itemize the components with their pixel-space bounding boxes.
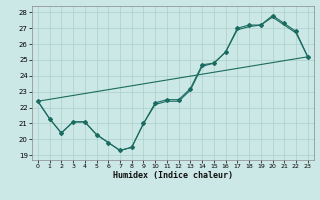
X-axis label: Humidex (Indice chaleur): Humidex (Indice chaleur) [113,171,233,180]
